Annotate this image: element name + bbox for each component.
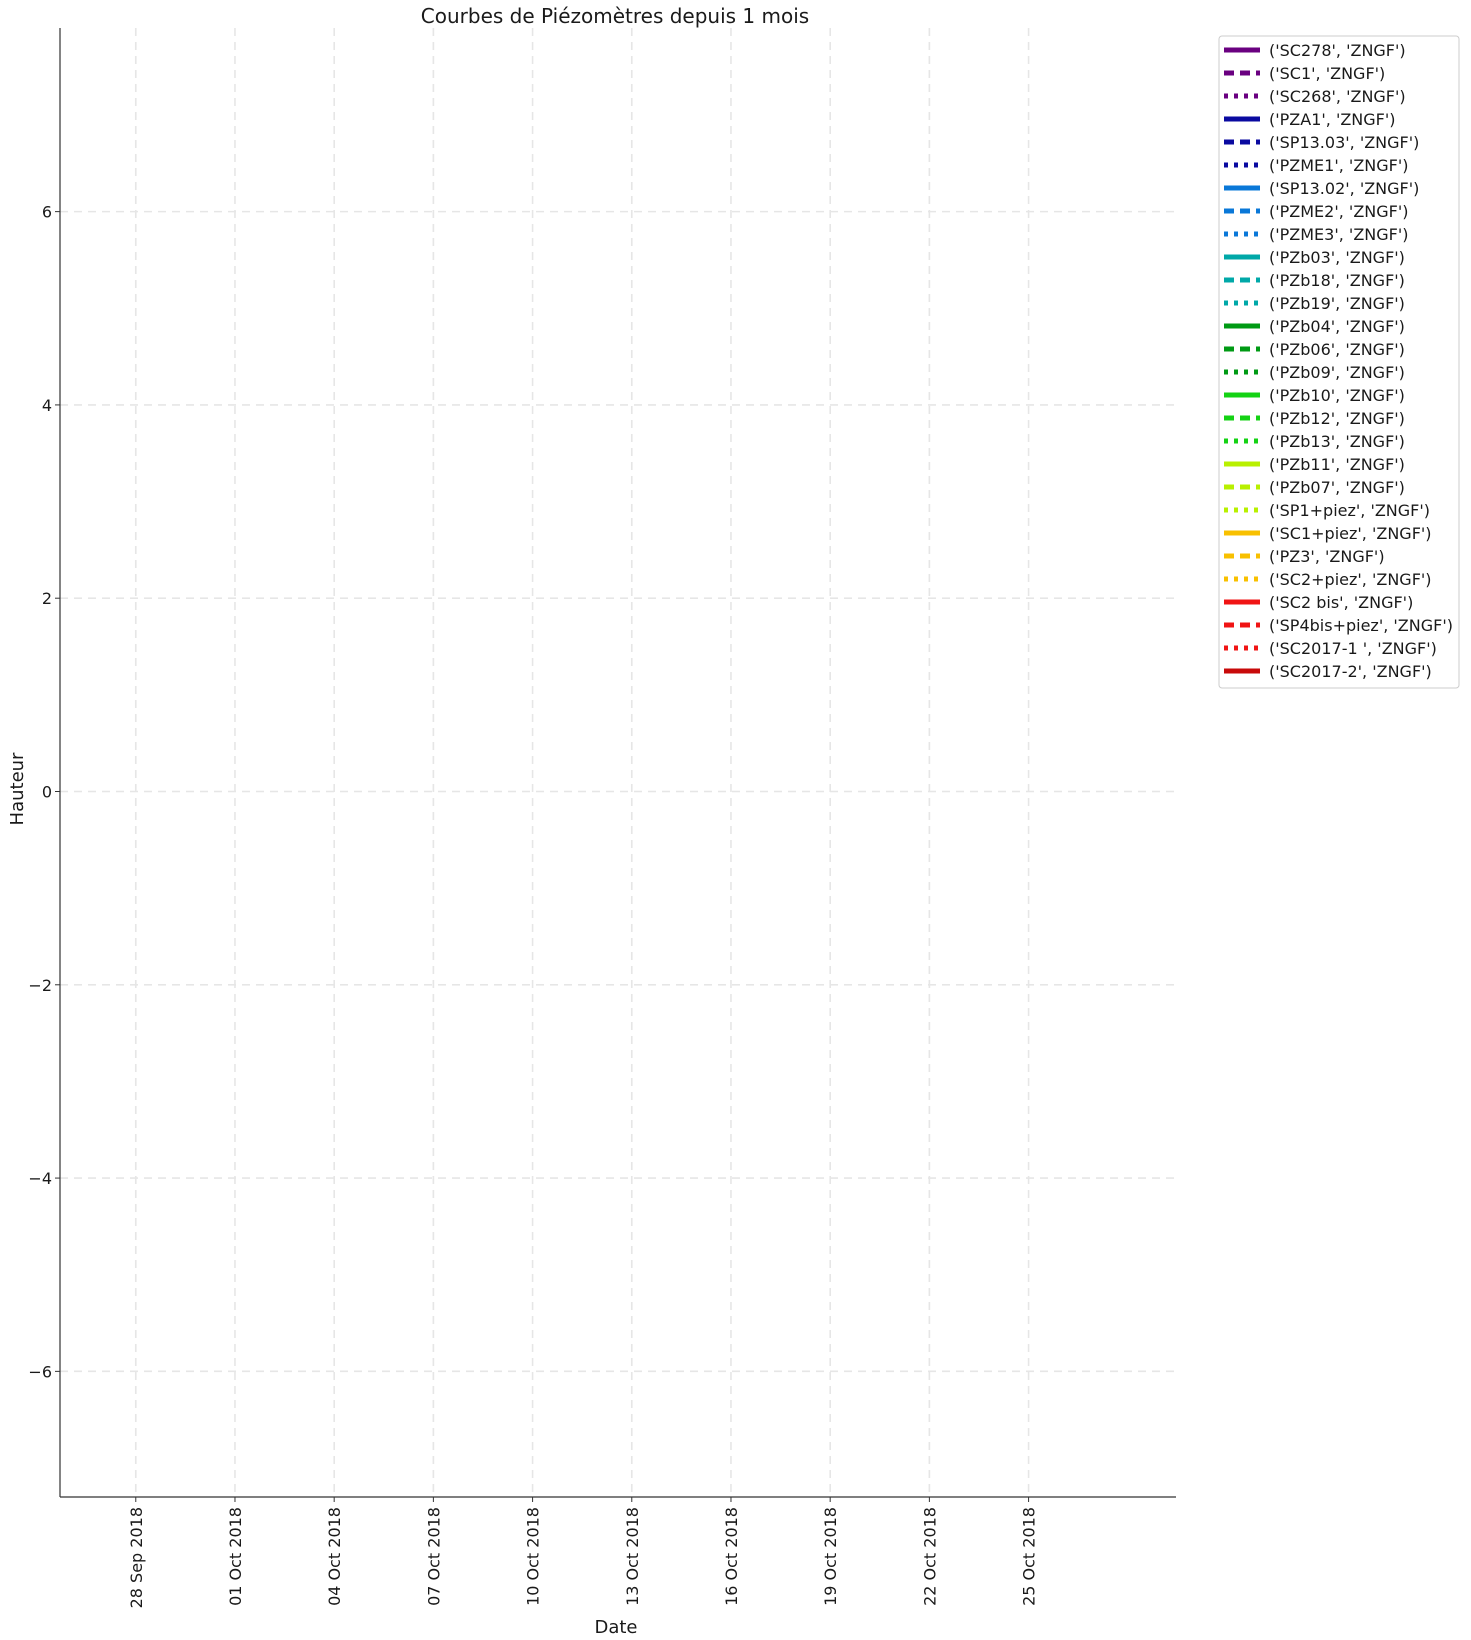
y-axis-label: Hauteur bbox=[7, 752, 28, 826]
legend-label: ('SC1', 'ZNGF') bbox=[1269, 64, 1385, 83]
legend-label: ('PZME2', 'ZNGF') bbox=[1269, 202, 1408, 221]
legend-label: ('PZb07', 'ZNGF') bbox=[1269, 478, 1405, 497]
legend-box bbox=[1218, 35, 1460, 689]
legend-label: ('PZb12', 'ZNGF') bbox=[1269, 409, 1405, 428]
chart-title: Courbes de Piézomètres depuis 1 mois bbox=[421, 4, 809, 28]
legend-label: ('PZ3', 'ZNGF') bbox=[1269, 547, 1385, 566]
x-tick-label: 10 Oct 2018 bbox=[524, 1507, 543, 1606]
x-tick-label: 04 Oct 2018 bbox=[325, 1507, 344, 1606]
legend-label: ('PZb11', 'ZNGF') bbox=[1269, 455, 1405, 474]
legend-label: ('SC2 bis', 'ZNGF') bbox=[1269, 593, 1413, 612]
legend-label: ('PZb04', 'ZNGF') bbox=[1269, 317, 1405, 336]
legend-label: ('SC2017-1 ', 'ZNGF') bbox=[1269, 639, 1437, 658]
legend-label: ('PZb10', 'ZNGF') bbox=[1269, 386, 1405, 405]
legend-label: ('PZb06', 'ZNGF') bbox=[1269, 340, 1405, 359]
legend-label: ('PZME1', 'ZNGF') bbox=[1269, 156, 1408, 175]
y-tick-label: 6 bbox=[42, 203, 52, 222]
legend-label: ('SP13.02', 'ZNGF') bbox=[1269, 179, 1419, 198]
legend-label: ('PZb18', 'ZNGF') bbox=[1269, 271, 1405, 290]
legend-label: ('PZb13', 'ZNGF') bbox=[1269, 432, 1405, 451]
y-tick-label: 0 bbox=[42, 782, 52, 801]
y-axis-ticks: −6 −4 −2 0 2 4 6 bbox=[28, 203, 60, 1381]
legend: ('SC278', 'ZNGF') ('SC1', 'ZNGF') ('SC268'… bbox=[1218, 35, 1460, 689]
x-axis-label: Date bbox=[594, 1617, 637, 1638]
x-tick-label: 19 Oct 2018 bbox=[821, 1507, 840, 1606]
legend-label: ('SC2017-2', 'ZNGF') bbox=[1269, 662, 1432, 681]
x-tick-label: 25 Oct 2018 bbox=[1020, 1507, 1039, 1606]
x-axis-ticks: 28 Sep 2018 01 Oct 2018 04 Oct 2018 07 Oct … bbox=[127, 1497, 1039, 1608]
legend-label: ('SP13.03', 'ZNGF') bbox=[1269, 133, 1419, 152]
y-tick-label: −6 bbox=[28, 1362, 52, 1381]
legend-label: ('SP1+piez', 'ZNGF') bbox=[1269, 501, 1430, 520]
legend-label: ('SC2+piez', 'ZNGF') bbox=[1269, 570, 1432, 589]
legend-label: ('PZb19', 'ZNGF') bbox=[1269, 294, 1405, 313]
legend-label: ('PZb03', 'ZNGF') bbox=[1269, 248, 1405, 267]
legend-label: ('PZME3', 'ZNGF') bbox=[1269, 225, 1408, 244]
x-tick-label: 13 Oct 2018 bbox=[623, 1507, 642, 1606]
legend-label: ('SC278', 'ZNGF') bbox=[1269, 41, 1406, 60]
y-tick-label: −4 bbox=[28, 1169, 52, 1188]
y-tick-label: −2 bbox=[28, 976, 52, 995]
x-tick-label: 07 Oct 2018 bbox=[424, 1507, 443, 1606]
legend-label: ('SC1+piez', 'ZNGF') bbox=[1269, 524, 1432, 543]
legend-label: ('PZA1', 'ZNGF') bbox=[1269, 110, 1396, 129]
y-tick-label: 2 bbox=[42, 589, 52, 608]
legend-label: ('PZb09', 'ZNGF') bbox=[1269, 363, 1405, 382]
x-tick-label: 28 Sep 2018 bbox=[127, 1507, 146, 1608]
x-tick-label: 16 Oct 2018 bbox=[722, 1507, 741, 1606]
grid bbox=[60, 28, 1176, 1497]
x-tick-label: 22 Oct 2018 bbox=[920, 1507, 939, 1606]
x-tick-label: 01 Oct 2018 bbox=[226, 1507, 245, 1606]
legend-label: ('SP4bis+piez', 'ZNGF') bbox=[1269, 616, 1453, 635]
axes bbox=[59, 28, 1176, 1498]
y-tick-label: 4 bbox=[42, 396, 52, 415]
legend-label: ('SC268', 'ZNGF') bbox=[1269, 87, 1406, 106]
